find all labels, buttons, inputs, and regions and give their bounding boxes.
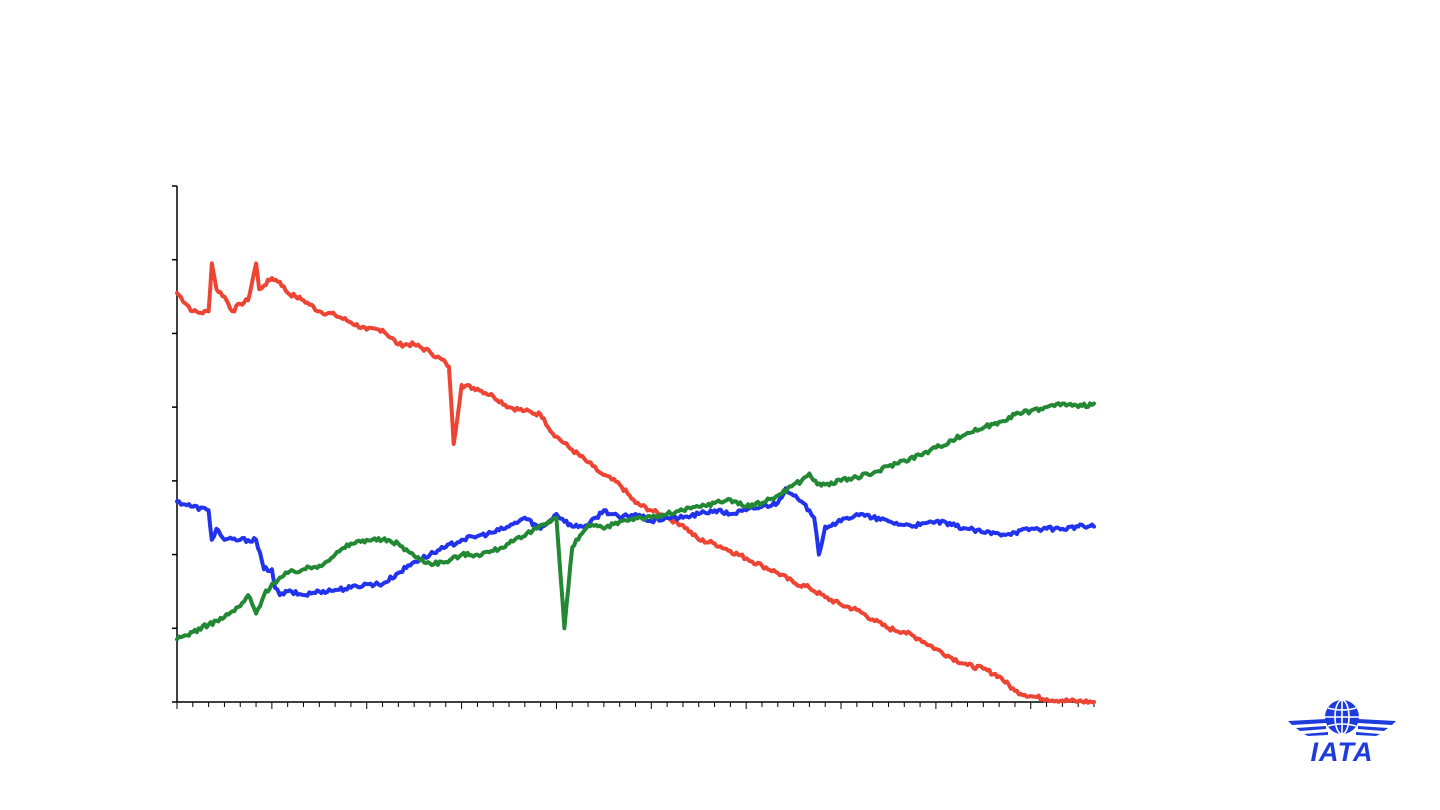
series-line-2 xyxy=(175,486,1096,598)
series-group xyxy=(175,261,1096,705)
series-line-3 xyxy=(175,401,1096,642)
iata-logo: IATA xyxy=(1286,697,1398,769)
series-line-1 xyxy=(175,261,1096,705)
axes xyxy=(172,185,1095,709)
logo-text: IATA xyxy=(1310,737,1374,767)
globe-wings-icon xyxy=(1288,699,1396,736)
